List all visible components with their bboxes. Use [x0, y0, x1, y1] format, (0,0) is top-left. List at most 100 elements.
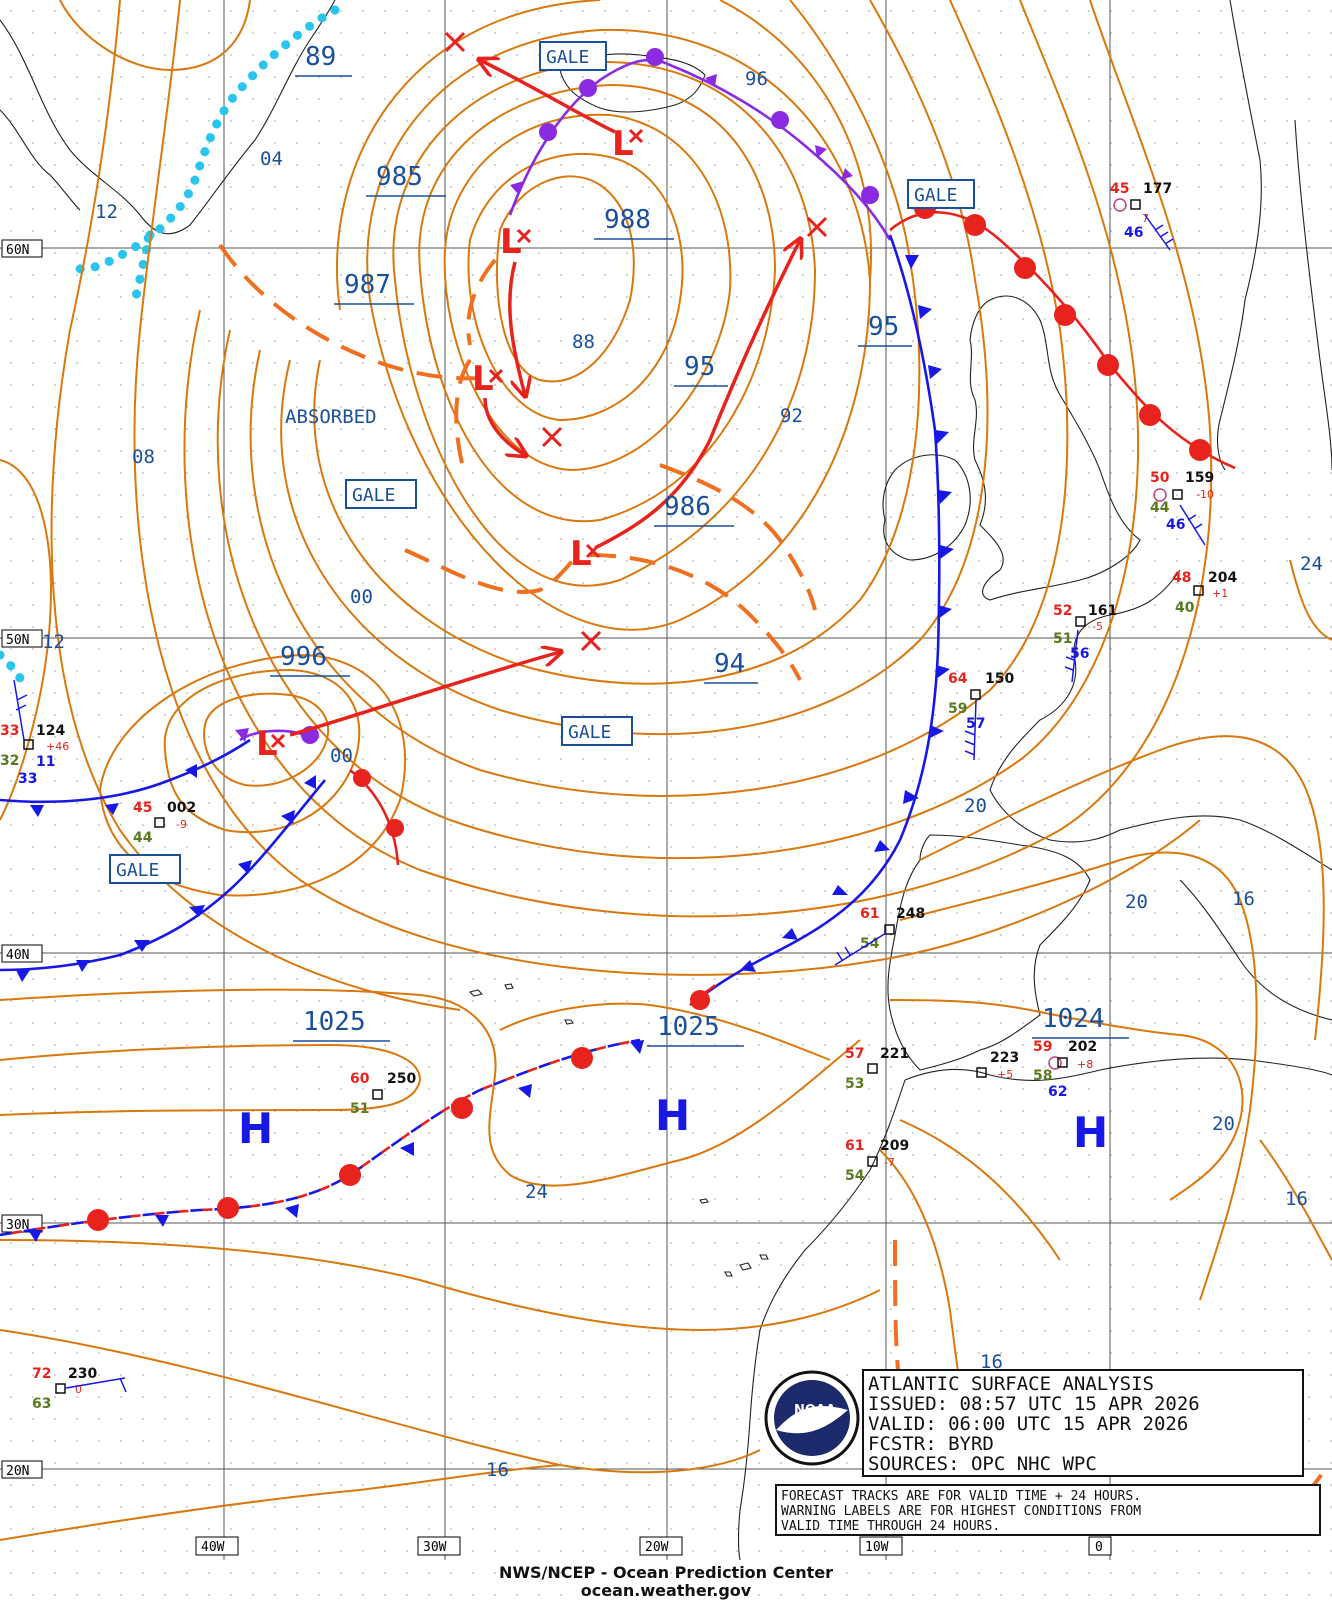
lat-label-50n: 50N — [1, 629, 43, 648]
isobar-label-08: 08 — [132, 446, 155, 468]
svg-text:L: L — [256, 724, 278, 764]
svg-text:0: 0 — [1095, 1540, 1103, 1555]
svg-text:61: 61 — [860, 906, 879, 922]
svg-text:209: 209 — [880, 1138, 909, 1154]
svg-text:GALE: GALE — [352, 485, 395, 506]
analysis-info-box: ATLANTIC SURFACE ANALYSIS ISSUED: 08:57 … — [862, 1369, 1304, 1477]
svg-text:1025: 1025 — [303, 1007, 366, 1037]
low-centers: L L L L L — [256, 124, 644, 764]
coastlines — [0, 0, 1332, 1561]
low-2: L — [500, 222, 532, 262]
svg-text:51: 51 — [1053, 631, 1072, 647]
svg-text:L: L — [570, 534, 592, 574]
svg-text:985: 985 — [376, 162, 423, 192]
isobar-label-16-east: 16 — [1285, 1188, 1308, 1210]
graticule — [0, 0, 1332, 1560]
svg-text:159: 159 — [1185, 470, 1214, 486]
isobar-label-16-south: 16 — [486, 1459, 509, 1481]
svg-text:GALE: GALE — [116, 860, 159, 881]
low-1: L — [612, 124, 644, 164]
svg-text:50: 50 — [1150, 470, 1170, 486]
svg-text:11: 11 — [36, 754, 55, 770]
svg-text:230: 230 — [68, 1366, 97, 1382]
svg-text:GALE: GALE — [914, 185, 957, 206]
svg-text:32: 32 — [0, 753, 19, 769]
svg-text:33: 33 — [0, 723, 19, 739]
svg-text:002: 002 — [167, 800, 196, 816]
occluded-front-north — [508, 58, 892, 241]
svg-text:50N: 50N — [6, 633, 29, 648]
svg-text:46: 46 — [1166, 517, 1185, 533]
isobar-label-96: 96 — [745, 68, 768, 90]
svg-text:1024: 1024 — [1042, 1004, 1105, 1034]
isobar-label-00-west: 00 — [330, 745, 353, 767]
svg-text:63: 63 — [32, 1396, 51, 1412]
svg-text:60: 60 — [350, 1071, 370, 1087]
svg-text:0: 0 — [75, 1383, 82, 1396]
svg-text:+8: +8 — [1077, 1058, 1093, 1071]
high-3: H — [1073, 1108, 1108, 1157]
cold-front-west — [0, 738, 251, 804]
svg-text:-5: -5 — [1092, 620, 1103, 633]
high-2: H — [655, 1091, 690, 1140]
low-5: L — [256, 724, 286, 764]
svg-text:33: 33 — [18, 771, 37, 787]
station-223: 223 +5 — [976, 1050, 1019, 1081]
isobar-label-04: 04 — [260, 148, 283, 170]
gale-label-central: GALE — [345, 479, 417, 509]
station-159: 50 159 44 -10 46 — [1150, 470, 1214, 546]
svg-text:+46: +46 — [46, 740, 69, 753]
svg-text:61: 61 — [845, 1138, 864, 1154]
footer: NWS/NCEP - Ocean Prediction Center ocean… — [499, 1563, 833, 1600]
noaa-logo: NOAA — [764, 1370, 860, 1466]
info-sources: SOURCES: OPC NHC WPC — [868, 1453, 1097, 1475]
info-title: ATLANTIC SURFACE ANALYSIS — [868, 1373, 1154, 1395]
svg-text:988: 988 — [604, 205, 651, 235]
svg-text:20W: 20W — [645, 1540, 669, 1555]
isobar-label-24-south: 24 — [525, 1181, 548, 1203]
svg-text:L: L — [472, 359, 494, 399]
lat-label-20n: 20N — [1, 1460, 43, 1479]
svg-text:95: 95 — [684, 352, 715, 382]
svg-text:62: 62 — [1048, 1084, 1067, 1100]
high-1: H — [238, 1104, 273, 1153]
svg-text:48: 48 — [1172, 570, 1191, 586]
isobar-label-24-northeast: 24 — [1300, 553, 1323, 575]
svg-text:GALE: GALE — [546, 47, 589, 68]
isobar-label-12-west: 12 — [42, 631, 65, 653]
svg-text:124: 124 — [36, 723, 65, 739]
svg-text:GALE: GALE — [568, 722, 611, 743]
svg-text:40W: 40W — [201, 1540, 225, 1555]
pressure-95-central: 95 — [674, 352, 728, 387]
svg-text:-9: -9 — [176, 818, 187, 831]
high-centers: H H H — [238, 1091, 1108, 1157]
isobar-label-00-north: 00 — [350, 586, 373, 608]
pressure-89: 89 — [295, 42, 352, 77]
lon-label-0: 0 — [1088, 1536, 1112, 1556]
pressure-1025-west: 1025 — [293, 1007, 390, 1042]
isobar-label-88: 88 — [572, 331, 595, 353]
station-221: 57 221 53 — [845, 1046, 909, 1092]
svg-text:44: 44 — [1150, 500, 1170, 516]
svg-text:+5: +5 — [997, 1068, 1013, 1081]
pressure-986: 986 — [654, 492, 734, 527]
isobar-label-12: 12 — [95, 201, 118, 223]
svg-text:58: 58 — [1033, 1068, 1052, 1084]
svg-text:20N: 20N — [6, 1464, 29, 1479]
svg-text:60N: 60N — [6, 243, 29, 258]
pressure-996: 996 — [270, 642, 350, 677]
svg-text:52: 52 — [1053, 603, 1072, 619]
lon-label-10w: 10W — [859, 1536, 903, 1556]
svg-text:221: 221 — [880, 1046, 909, 1062]
footer-center-name: NWS/NCEP - Ocean Prediction Center — [499, 1563, 833, 1582]
lon-label-40w: 40W — [195, 1536, 239, 1556]
svg-text:1025: 1025 — [657, 1012, 720, 1042]
svg-text:44: 44 — [133, 830, 153, 846]
svg-text:57: 57 — [845, 1046, 864, 1062]
isobar-value-labels: 04 12 08 88 92 96 00 00 12 20 20 20 16 1… — [42, 68, 1323, 1481]
lat-label-40n: 40N — [1, 944, 43, 963]
svg-text:204: 204 — [1208, 570, 1237, 586]
gale-label-south: GALE — [561, 716, 633, 746]
svg-text:996: 996 — [280, 642, 327, 672]
